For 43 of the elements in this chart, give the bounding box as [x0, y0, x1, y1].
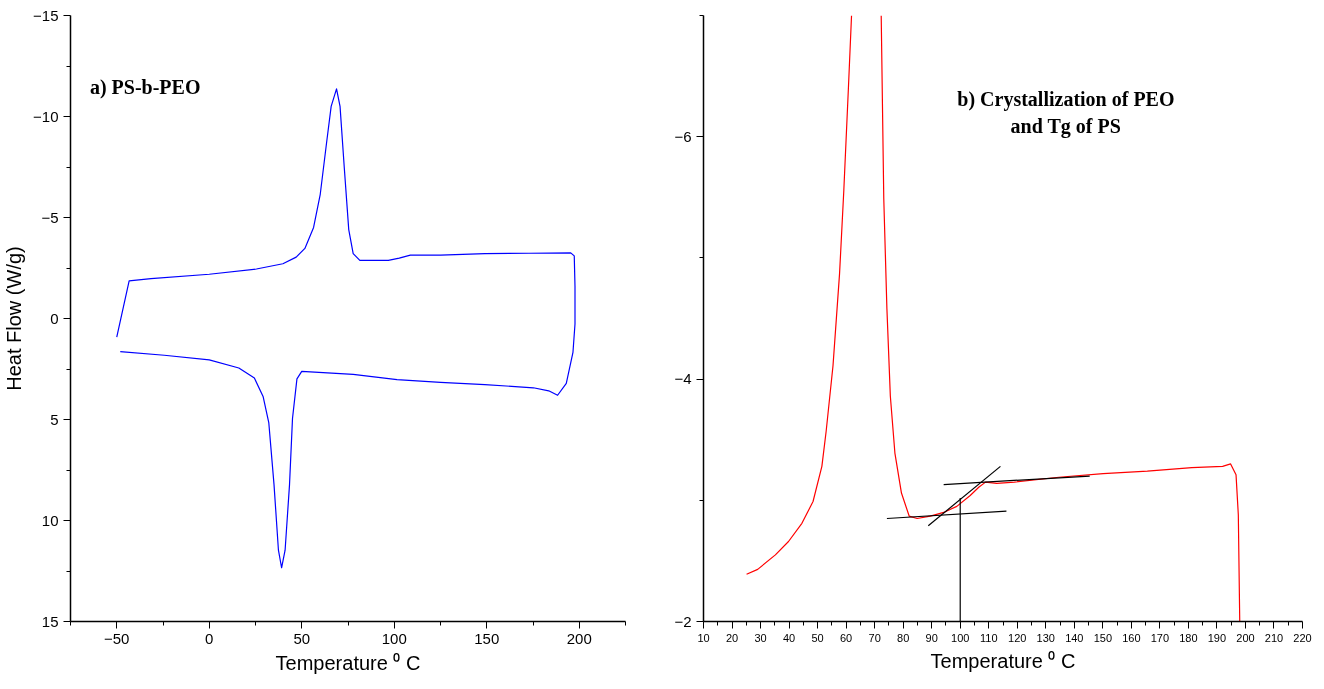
x-tick-label: 130: [1036, 631, 1055, 644]
x-tick-label: 200: [566, 629, 592, 647]
y-tick-label: 10: [41, 511, 59, 529]
x-tick-label: 220: [1293, 631, 1312, 644]
x-tick-label: 150: [1093, 631, 1113, 644]
x-tick-label: 100: [951, 631, 970, 644]
x-tick-label: 20: [725, 631, 739, 644]
x-tick-label: 210: [1264, 631, 1284, 644]
annotation: b) Crystallization of PEO and Tg of PS: [957, 88, 1175, 138]
x-tick-label: 50: [293, 629, 311, 647]
y-tick-label: 15: [41, 612, 59, 630]
x-tick-label: 110: [979, 631, 998, 644]
y-axis-title: Heat Flow (W/g): [3, 246, 26, 391]
x-tick-label: 180: [1179, 631, 1198, 644]
x-tick-label: 140: [1065, 631, 1084, 644]
x-tick-label: 100: [381, 629, 407, 647]
y-tick-label: 5: [50, 410, 59, 428]
x-tick-label: 50: [811, 631, 824, 644]
x-tick-label: 190: [1207, 631, 1227, 644]
x-tick-label: 10: [697, 631, 710, 644]
x-tick-label: −50: [104, 629, 130, 647]
x-tick-label: 160: [1122, 631, 1141, 644]
y-tick-label: −5: [41, 208, 59, 226]
x-tick-label: 170: [1150, 631, 1170, 644]
y-tick-label: −15: [33, 6, 59, 24]
x-tick-label: 30: [754, 631, 767, 644]
x-axis-title: Temperature ⁰ C: [275, 651, 421, 674]
annotation: a) PS-b-PEO: [89, 76, 201, 100]
y-tick-label: −6: [674, 127, 692, 145]
x-axis-title: Temperature ⁰ C: [930, 649, 1076, 672]
y-tick-label: −4: [674, 370, 692, 388]
x-tick-label: 90: [925, 631, 938, 644]
x-tick-label: 60: [840, 631, 853, 644]
x-tick-label: 70: [868, 631, 881, 644]
x-tick-label: 200: [1236, 631, 1255, 644]
y-tick-label: −2: [674, 612, 692, 630]
y-tick-label: 0: [50, 309, 59, 327]
x-tick-label: 0: [205, 629, 214, 647]
y-tick-label: −10: [33, 107, 59, 125]
x-tick-label: 120: [1008, 631, 1027, 644]
x-tick-label: 150: [474, 629, 500, 647]
x-tick-label: 40: [782, 631, 796, 644]
x-tick-label: 80: [897, 631, 910, 644]
